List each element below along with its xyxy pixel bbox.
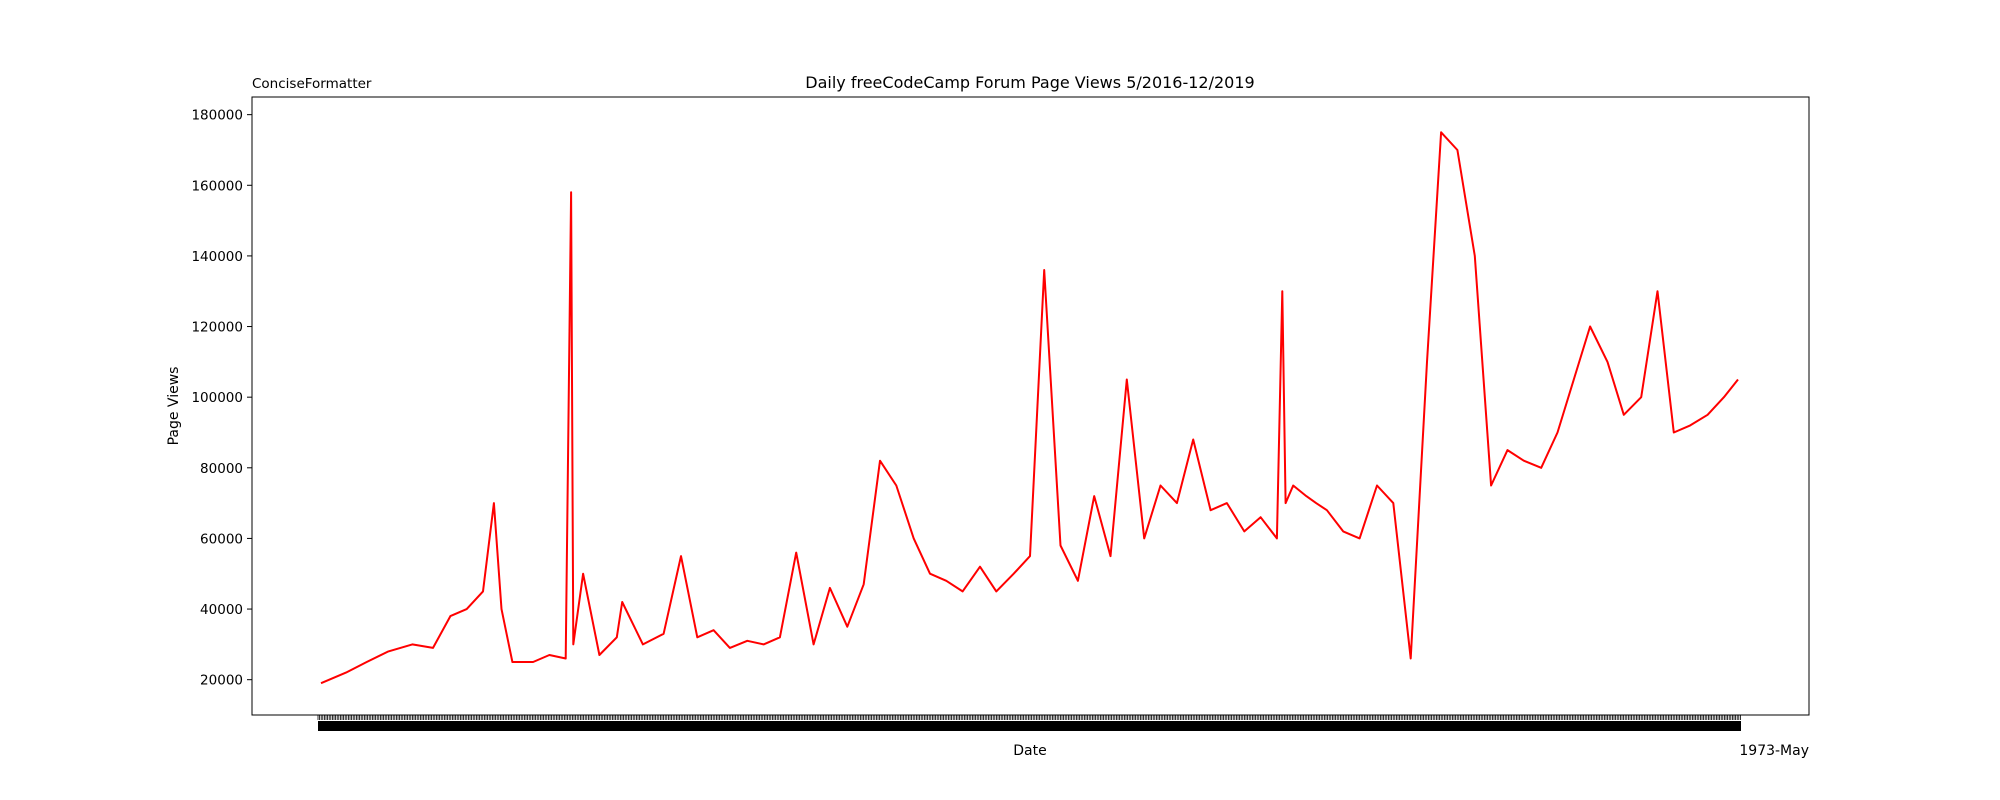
y-tick-label: 100000 bbox=[191, 390, 243, 406]
x-tick-marks bbox=[317, 715, 1741, 731]
y-tick-label: 140000 bbox=[191, 249, 243, 265]
x-axis-offset-label: 1973-May bbox=[1739, 743, 1809, 759]
y-tick-label: 20000 bbox=[200, 673, 243, 689]
x-axis-label: Date bbox=[1013, 743, 1046, 759]
corner-formatter-label: ConciseFormatter bbox=[252, 76, 372, 92]
y-tick-label: 60000 bbox=[200, 531, 243, 547]
plot-frame bbox=[251, 96, 1810, 716]
y-tick-label: 80000 bbox=[200, 461, 243, 477]
y-tick-label: 160000 bbox=[191, 178, 243, 194]
y-tick-label: 120000 bbox=[191, 320, 243, 336]
chart-title: Daily freeCodeCamp Forum Page Views 5/20… bbox=[805, 73, 1254, 92]
x-tick-label-band bbox=[318, 721, 1741, 731]
y-axis-ticks: 20000 40000 60000 80000 100000 120000 140000 16… bbox=[191, 108, 252, 689]
y-tick-label: 180000 bbox=[191, 108, 243, 124]
y-tick-label: 40000 bbox=[200, 602, 243, 618]
page-views-line bbox=[320, 131, 1739, 685]
y-axis-label: Page Views bbox=[166, 367, 182, 446]
